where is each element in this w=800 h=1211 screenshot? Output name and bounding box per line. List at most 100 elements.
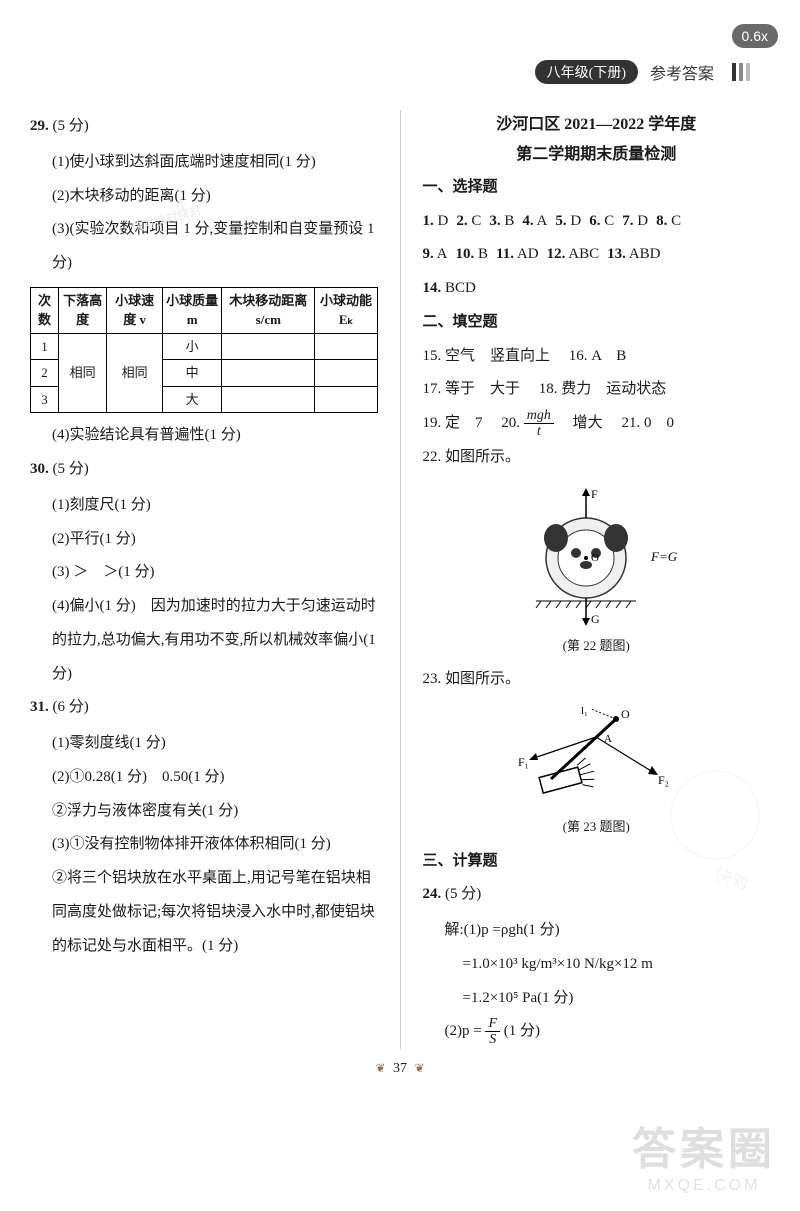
th-speed: 小球速度 v	[107, 287, 163, 333]
choice-answer: 10. B	[456, 238, 489, 272]
q24-num: 24.	[423, 886, 442, 902]
page-footer: ❦ 37 ❦	[30, 1061, 770, 1077]
bottom-watermark-sub: MXQE.COM	[632, 1177, 776, 1195]
q18: 18. 费力 运动状态	[539, 381, 667, 397]
cell	[315, 333, 377, 360]
fill-15-16: 15. 空气 竖直向上 16. A B	[423, 340, 771, 374]
figure-23-svg: O A F₁ F₂	[496, 704, 696, 814]
bottom-watermark-main: 答案圈	[632, 1113, 776, 1177]
q31-b: (2)①0.28(1 分) 0.50(1 分)	[30, 761, 378, 795]
cell: 2	[31, 360, 59, 387]
table-header-row: 次数 下落高度 小球速度 v 小球质量 m 木块移动距离 s/cm 小球动能 E…	[31, 287, 378, 333]
leaf-icon: ❦	[415, 1061, 425, 1075]
choice-answer: 9. A	[423, 238, 448, 272]
choice-row-2: 9. A 10. B11. AD12. ABC13. ABD	[423, 238, 771, 272]
q29-d: (4)实验结论具有普遍性(1 分)	[30, 419, 378, 453]
choice-answer: 2. C	[456, 205, 481, 239]
right-column: 沙河口区 2021—2022 学年度 第二学期期末质量检测 一、选择题 1. D…	[423, 110, 771, 1049]
cell	[222, 360, 315, 387]
q31-points: (6 分)	[53, 699, 89, 715]
page-number: 37	[393, 1061, 407, 1076]
bottom-watermark: 答案圈 MXQE.COM	[632, 1113, 776, 1195]
q23-text: 23. 如图所示。	[423, 663, 771, 697]
choice-answer: 12. ABC	[547, 238, 600, 272]
choice-answer: 3. B	[489, 205, 514, 239]
choice-answer: 7. D	[622, 205, 648, 239]
zoom-badge: 0.6x	[732, 24, 778, 48]
label-FeqG: F=G	[650, 549, 678, 564]
choice-answer: 6. C	[589, 205, 614, 239]
page: 0.6x 八年级(下册) 参考答案 快对快对快对 29. (5 分) (1)使小…	[0, 0, 800, 1211]
cell: 1	[31, 333, 59, 360]
choice-answer: 8. C	[656, 205, 681, 239]
q17: 17. 等于 大于	[423, 381, 521, 397]
label-O: O	[591, 552, 599, 564]
th-energy: 小球动能 Eₖ	[315, 287, 377, 333]
q31-a: (1)零刻度线(1 分)	[30, 727, 378, 761]
q30-num: 30.	[30, 461, 49, 477]
th-distance: 木块移动距离 s/cm	[222, 287, 315, 333]
label-O23: O	[621, 707, 630, 721]
exam-title-1: 沙河口区 2021—2022 学年度	[423, 110, 771, 140]
choice-answer: 4. A	[522, 205, 547, 239]
q29-a: (1)使小球到达斜面底端时速度相同(1 分)	[30, 146, 378, 180]
figure-22-caption: (第 22 题图)	[423, 637, 771, 655]
q24-s2: =1.0×10³ kg/m³×10 N/kg×12 m	[423, 948, 771, 982]
q24-s4a: (2)p =	[445, 1023, 482, 1039]
left-column: 29. (5 分) (1)使小球到达斜面底端时速度相同(1 分) (2)木块移动…	[30, 110, 378, 1049]
q31-c: ②浮力与液体密度有关(1 分)	[30, 795, 378, 829]
table-row: 1 相同 相同 小	[31, 333, 378, 360]
cell	[222, 386, 315, 413]
q20a: 20.	[501, 415, 520, 431]
q30-d: (4)偏小(1 分) 因为加速时的拉力大于匀速运动时的拉力,总功偏大,有用功不变…	[30, 590, 378, 691]
th-mass: 小球质量 m	[163, 287, 222, 333]
q22-text: 22. 如图所示。	[423, 441, 771, 475]
q30-b: (2)平行(1 分)	[30, 523, 378, 557]
choice-answer: 14. BCD	[423, 272, 476, 306]
cell-height: 相同	[59, 333, 107, 413]
th-height: 下落高度	[59, 287, 107, 333]
q21: 21. 0 0	[621, 415, 674, 431]
q20-fraction: mght	[524, 408, 554, 440]
section-1-head: 一、选择题	[423, 171, 771, 205]
q31: 31. (6 分)	[30, 691, 378, 725]
header-ref-answer: 参考答案	[650, 60, 714, 84]
cell: 大	[163, 386, 222, 413]
label-F: F	[591, 487, 598, 501]
q19: 19. 定 7	[423, 415, 483, 431]
q31-d: (3)①没有控制物体排开液体体积相同(1 分)	[30, 828, 378, 862]
cell: 中	[163, 360, 222, 387]
cell: 小	[163, 333, 222, 360]
q24-s1: 解:(1)p =ρgh(1 分)	[423, 914, 771, 948]
column-divider	[400, 110, 401, 1049]
q29-num: 29.	[30, 118, 49, 134]
fill-19-21: 19. 定 7 20. mght 增大 21. 0 0	[423, 407, 771, 441]
q30-a: (1)刻度尺(1 分)	[30, 489, 378, 523]
watermark-stamp-icon	[670, 770, 760, 860]
choice-answer: 5. D	[555, 205, 581, 239]
choice-row-1: 1. D2. C3. B4. A5. D6. C7. D8. C	[423, 205, 771, 239]
cell	[315, 360, 377, 387]
label-F2: F₂	[658, 773, 669, 787]
fill-17-18: 17. 等于 大于 18. 费力 运动状态	[423, 373, 771, 407]
q30-c: (3) ＞ ＞(1 分)	[30, 556, 378, 590]
figure-22: F G O F=G (第 22 题图)	[423, 483, 771, 655]
cell-speed: 相同	[107, 333, 163, 413]
section-2-head: 二、填空题	[423, 306, 771, 340]
q16: 16. A B	[569, 348, 627, 364]
th-count: 次数	[31, 287, 59, 333]
q24-s4: (2)p = FS (1 分)	[423, 1015, 771, 1049]
choice-answer: 13. ABD	[607, 238, 660, 272]
figure-22-svg: F G O F=G	[496, 483, 696, 633]
q15: 15. 空气 竖直向上	[423, 348, 551, 364]
leaf-icon: ❦	[375, 1061, 385, 1075]
cell	[315, 386, 377, 413]
q24-s4b: (1 分)	[504, 1023, 540, 1039]
content-columns: 29. (5 分) (1)使小球到达斜面底端时速度相同(1 分) (2)木块移动…	[30, 110, 770, 1049]
q29-c: (3)(实验次数和项目 1 分,变量控制和自变量预设 1 分)	[30, 213, 378, 281]
exam-title-2: 第二学期期末质量检测	[423, 140, 771, 170]
label-l1: l₁	[581, 705, 588, 717]
choice-answer: 11. AD	[496, 238, 539, 272]
page-header: 八年级(下册) 参考答案	[535, 60, 750, 84]
q29-points: (5 分)	[53, 118, 89, 134]
